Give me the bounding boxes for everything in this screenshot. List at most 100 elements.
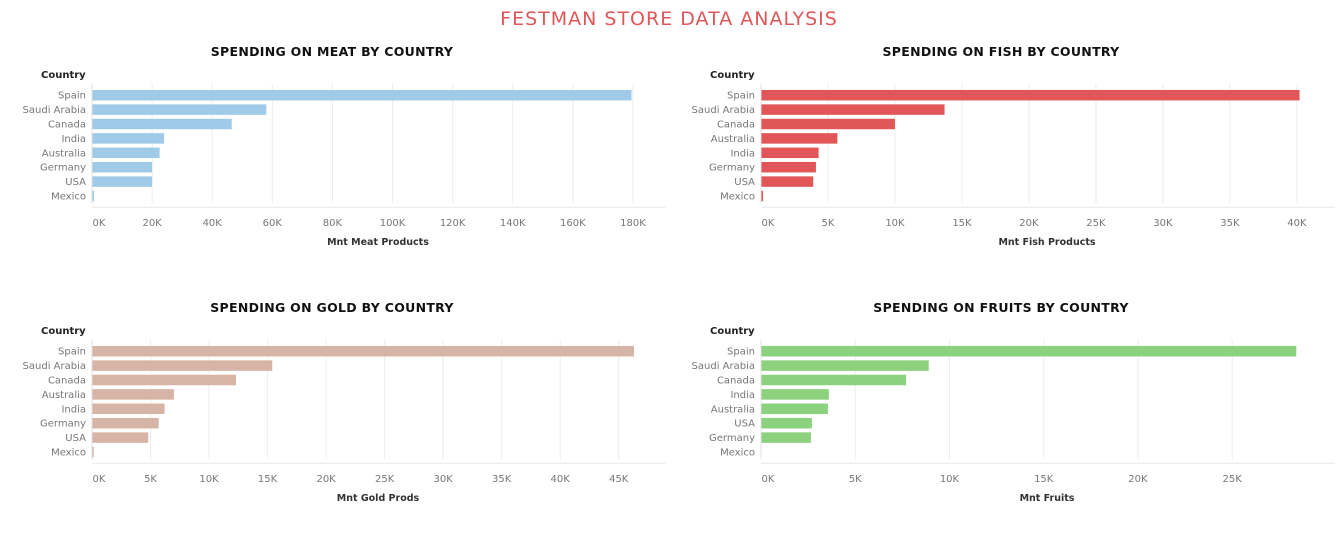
fruits-chart-panel: SPENDING ON FRUITS BY COUNTRY Country Spa…	[669, 296, 1335, 546]
fish-bar-chart: Country Spain Saudi Arabia Canada Australia I…	[692, 70, 1335, 248]
bar	[761, 360, 929, 371]
category-label: Canada	[48, 120, 86, 131]
bar	[92, 104, 267, 115]
category-label: USA	[65, 433, 86, 444]
bar	[92, 133, 165, 144]
x-tick-label: 15K	[1034, 474, 1054, 485]
x-tick-label: 35K	[1220, 218, 1240, 229]
category-label: Saudi Arabia	[23, 105, 86, 116]
category-label: Germany	[40, 163, 86, 174]
bar	[761, 345, 1297, 357]
gold-bar-chart: Country Spain Saudi Arabia Canada Australia I…	[23, 326, 666, 504]
x-tick-label: 30K	[1153, 218, 1173, 229]
category-label: India	[61, 134, 86, 145]
x-tick-label: 80K	[323, 218, 343, 229]
bar	[92, 360, 273, 371]
x-tick-label: 45K	[609, 474, 629, 485]
x-tick-label: 20K	[142, 218, 162, 229]
x-tick-label: 5K	[849, 474, 862, 485]
bar	[92, 374, 236, 386]
x-tick-label: 100K	[380, 218, 406, 229]
category-label: Germany	[40, 419, 86, 430]
x-tick-label: 10K	[940, 474, 960, 485]
category-label: Canada	[717, 120, 755, 131]
x-tick-label: 60K	[263, 218, 283, 229]
x-tick-label: 10K	[885, 218, 905, 229]
category-label: Spain	[727, 347, 755, 358]
bar	[92, 118, 232, 130]
bar	[92, 417, 159, 429]
chart-title: SPENDING ON MEAT BY COUNTRY	[210, 44, 454, 59]
bar	[92, 345, 634, 357]
category-label: Saudi Arabia	[692, 361, 755, 372]
bar	[761, 161, 816, 173]
bar	[92, 161, 153, 173]
gold-chart-panel: SPENDING ON GOLD BY COUNTRY Country Spain…	[0, 296, 666, 546]
x-tick-label: 5K	[822, 218, 835, 229]
category-label: India	[730, 390, 755, 401]
x-tick-label: 35K	[492, 474, 512, 485]
chart-title: SPENDING ON FRUITS BY COUNTRY	[873, 300, 1129, 315]
x-tick-label: 5K	[144, 474, 157, 485]
category-label: Mexico	[51, 192, 86, 203]
x-tick-label: 40K	[551, 474, 571, 485]
fish-chart-panel: SPENDING ON FISH BY COUNTRY Country Spain…	[669, 40, 1335, 290]
bar	[761, 147, 819, 159]
x-tick-label: 20K	[1019, 218, 1039, 229]
x-tick-label: 120K	[440, 218, 466, 229]
x-tick-label: 25K	[1086, 218, 1106, 229]
y-axis-header: Country	[41, 70, 86, 81]
bar	[761, 118, 895, 130]
category-label: Spain	[58, 347, 86, 358]
category-label: USA	[65, 177, 86, 188]
x-tick-label: 180K	[620, 218, 646, 229]
x-tick-label: 25K	[375, 474, 395, 485]
category-label: Australia	[711, 134, 755, 145]
category-label: Saudi Arabia	[692, 105, 755, 116]
bar	[761, 403, 828, 415]
category-label: Australia	[42, 390, 86, 401]
bar	[92, 389, 174, 400]
x-tick-label: 40K	[203, 218, 223, 229]
x-tick-label: 0K	[93, 218, 106, 229]
bar	[761, 133, 838, 144]
bar	[92, 176, 153, 187]
category-label: India	[730, 148, 755, 159]
bar	[92, 190, 95, 202]
x-tick-label: 25K	[1223, 474, 1243, 485]
x-tick-label: 140K	[500, 218, 526, 229]
category-label: Australia	[711, 404, 755, 415]
x-tick-label: 160K	[560, 218, 586, 229]
x-tick-label: 40K	[1287, 218, 1307, 229]
bar	[761, 417, 812, 429]
category-label: Germany	[709, 163, 755, 174]
x-tick-label: 15K	[258, 474, 278, 485]
dashboard-title: FESTMAN STORE DATA ANALYSIS	[500, 8, 838, 30]
category-label: Mexico	[720, 448, 755, 459]
category-label: Spain	[727, 91, 755, 102]
meat-chart-panel: SPENDING ON MEAT BY COUNTRY Country Spain…	[0, 40, 666, 290]
category-label: Australia	[42, 148, 86, 159]
bar	[761, 89, 1300, 101]
bar	[761, 190, 764, 202]
x-tick-label: 0K	[762, 474, 775, 485]
bar	[761, 389, 829, 400]
fruits-bar-chart: Country Spain Saudi Arabia Canada India Austr…	[692, 326, 1335, 504]
y-axis-header: Country	[710, 326, 755, 337]
category-label: Canada	[48, 376, 86, 387]
meat-bar-chart: Country Spain Saudi Arabia Canada India Austr…	[23, 70, 666, 248]
x-axis-title: Mnt Fruits	[1020, 493, 1075, 504]
bar	[761, 374, 907, 386]
x-axis-title: Mnt Meat Products	[327, 237, 429, 248]
bar	[92, 432, 149, 443]
x-tick-label: 0K	[93, 474, 106, 485]
chart-title: SPENDING ON FISH BY COUNTRY	[882, 44, 1120, 59]
category-label: Spain	[58, 91, 86, 102]
category-label: Canada	[717, 376, 755, 387]
category-label: Saudi Arabia	[23, 361, 86, 372]
x-axis-title: Mnt Fish Products	[998, 237, 1095, 248]
category-label: Mexico	[51, 448, 86, 459]
category-label: USA	[734, 177, 755, 188]
chart-title: SPENDING ON GOLD BY COUNTRY	[210, 300, 454, 315]
x-tick-label: 10K	[199, 474, 219, 485]
